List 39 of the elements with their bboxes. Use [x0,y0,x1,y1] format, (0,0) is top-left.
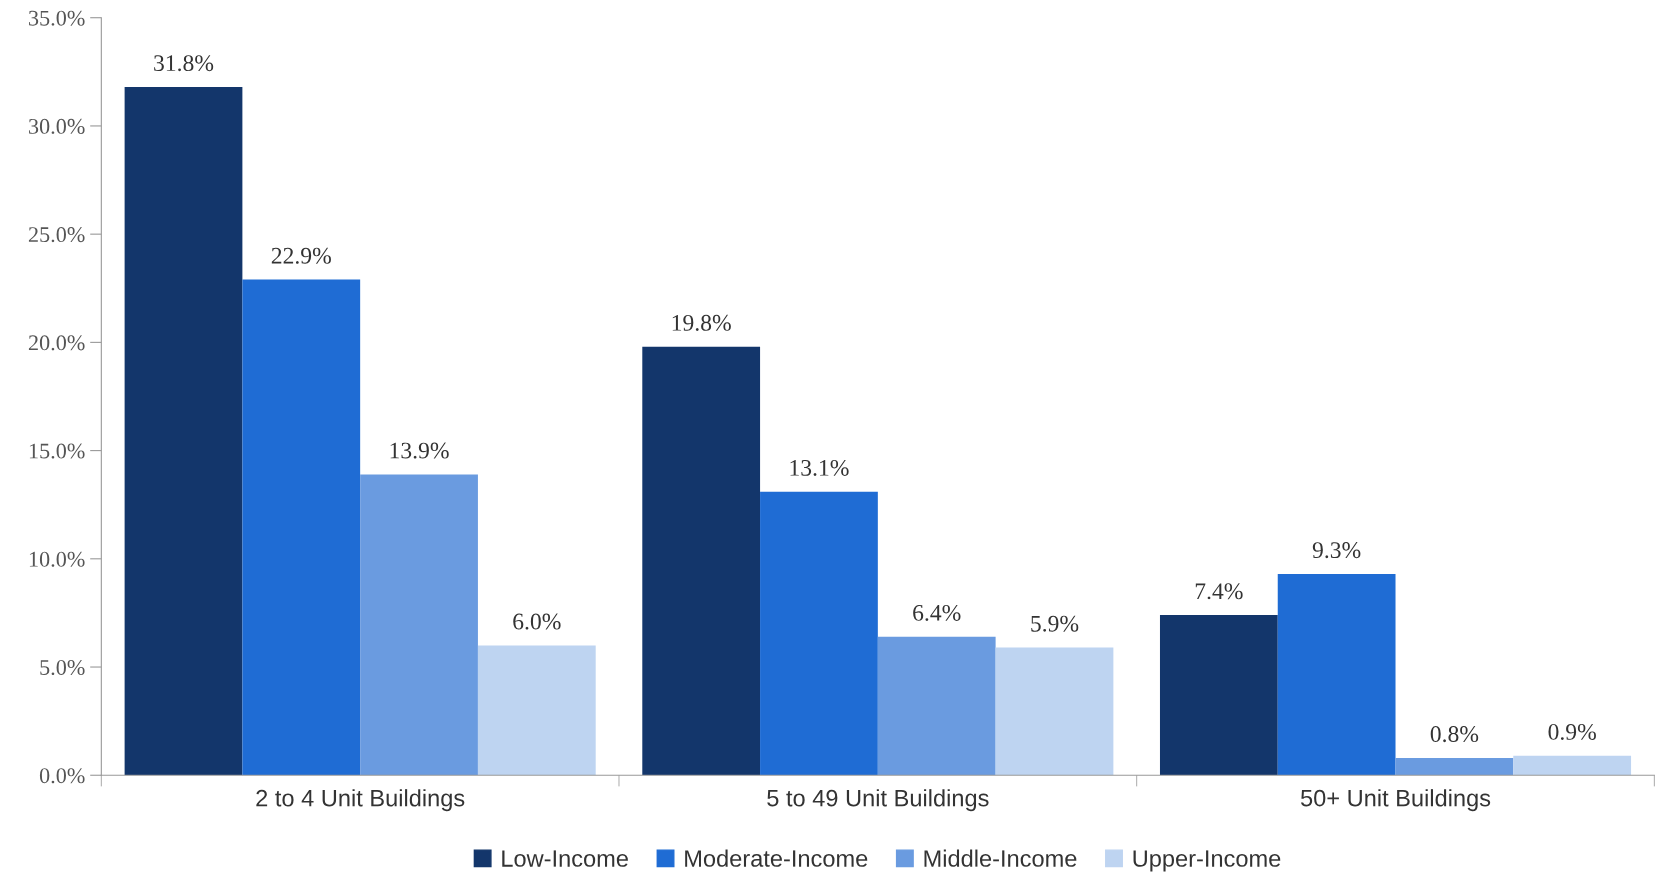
data-label: 6.4% [913,604,961,621]
bar [642,346,761,776]
bar [1395,757,1514,776]
data-label: 19.8% [672,314,731,331]
data-label: 0.8% [1430,726,1479,743]
bar [1277,573,1396,776]
data-label: 6.0% [513,613,561,630]
data-label: 7.4% [1195,583,1243,600]
data-label: 9.3% [1312,542,1361,559]
bar [1513,755,1632,776]
y-tick-label: 0.0% [39,768,85,784]
y-tick-label: 10.0% [29,551,85,567]
y-tick-label: 5.0% [40,659,85,676]
x-tick-label: 5 to 49 Unit Buildings [767,789,989,812]
legend-label: Low-Income [502,850,628,867]
bar [877,636,996,776]
legend-label: Upper-Income [1133,850,1281,872]
bar [124,86,243,776]
bar [995,647,1114,776]
bar [360,474,478,776]
data-label: 5.9% [1031,615,1079,632]
y-tick-label: 25.0% [28,227,85,243]
bar [477,645,596,776]
x-tick-label: 2 to 4 Unit Buildings [256,789,465,812]
data-label: 13.1% [790,459,849,476]
data-label: 0.9% [1548,723,1596,740]
data-label: 13.9% [390,442,449,459]
x-tick-label: 50+ Unit Buildings [1300,789,1491,812]
data-label: 22.9% [271,247,331,264]
bar [760,491,878,776]
y-tick-label: 15.0% [29,443,85,459]
data-label: 31.8% [154,55,214,72]
legend-label: Middle-Income [924,849,1077,867]
bar [242,279,361,776]
y-tick-label: 35.0% [29,10,85,26]
legend-label: Moderate-Income [685,849,868,867]
y-tick-label: 30.0% [29,118,85,134]
y-tick-label: 20.0% [28,335,85,351]
bar [1159,615,1278,776]
